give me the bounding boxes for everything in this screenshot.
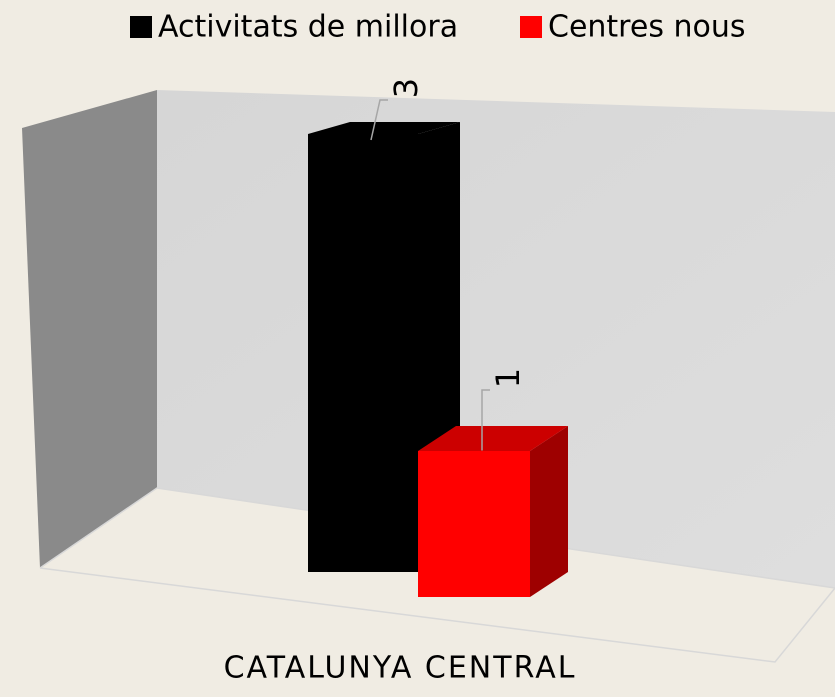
legend-swatch bbox=[520, 16, 542, 38]
legend-swatch bbox=[130, 16, 152, 38]
bar bbox=[418, 426, 568, 597]
bar-front bbox=[308, 134, 418, 572]
label-leader bbox=[481, 389, 490, 451]
legend-label: Activitats de millora bbox=[158, 10, 458, 45]
data-label: 1 bbox=[489, 368, 527, 388]
bar-side bbox=[530, 426, 568, 597]
floor-back-edge bbox=[39, 487, 835, 589]
label-leader bbox=[370, 99, 388, 141]
floor-front-edge bbox=[39, 567, 835, 663]
data-label: 3 bbox=[387, 78, 425, 98]
legend-label: Centres nous bbox=[548, 10, 746, 45]
bar-front bbox=[418, 451, 530, 597]
bar-top bbox=[308, 122, 460, 134]
category-label: CATALUNYA CENTRAL bbox=[224, 651, 577, 686]
bar-top bbox=[418, 426, 568, 451]
side-wall bbox=[22, 90, 157, 568]
